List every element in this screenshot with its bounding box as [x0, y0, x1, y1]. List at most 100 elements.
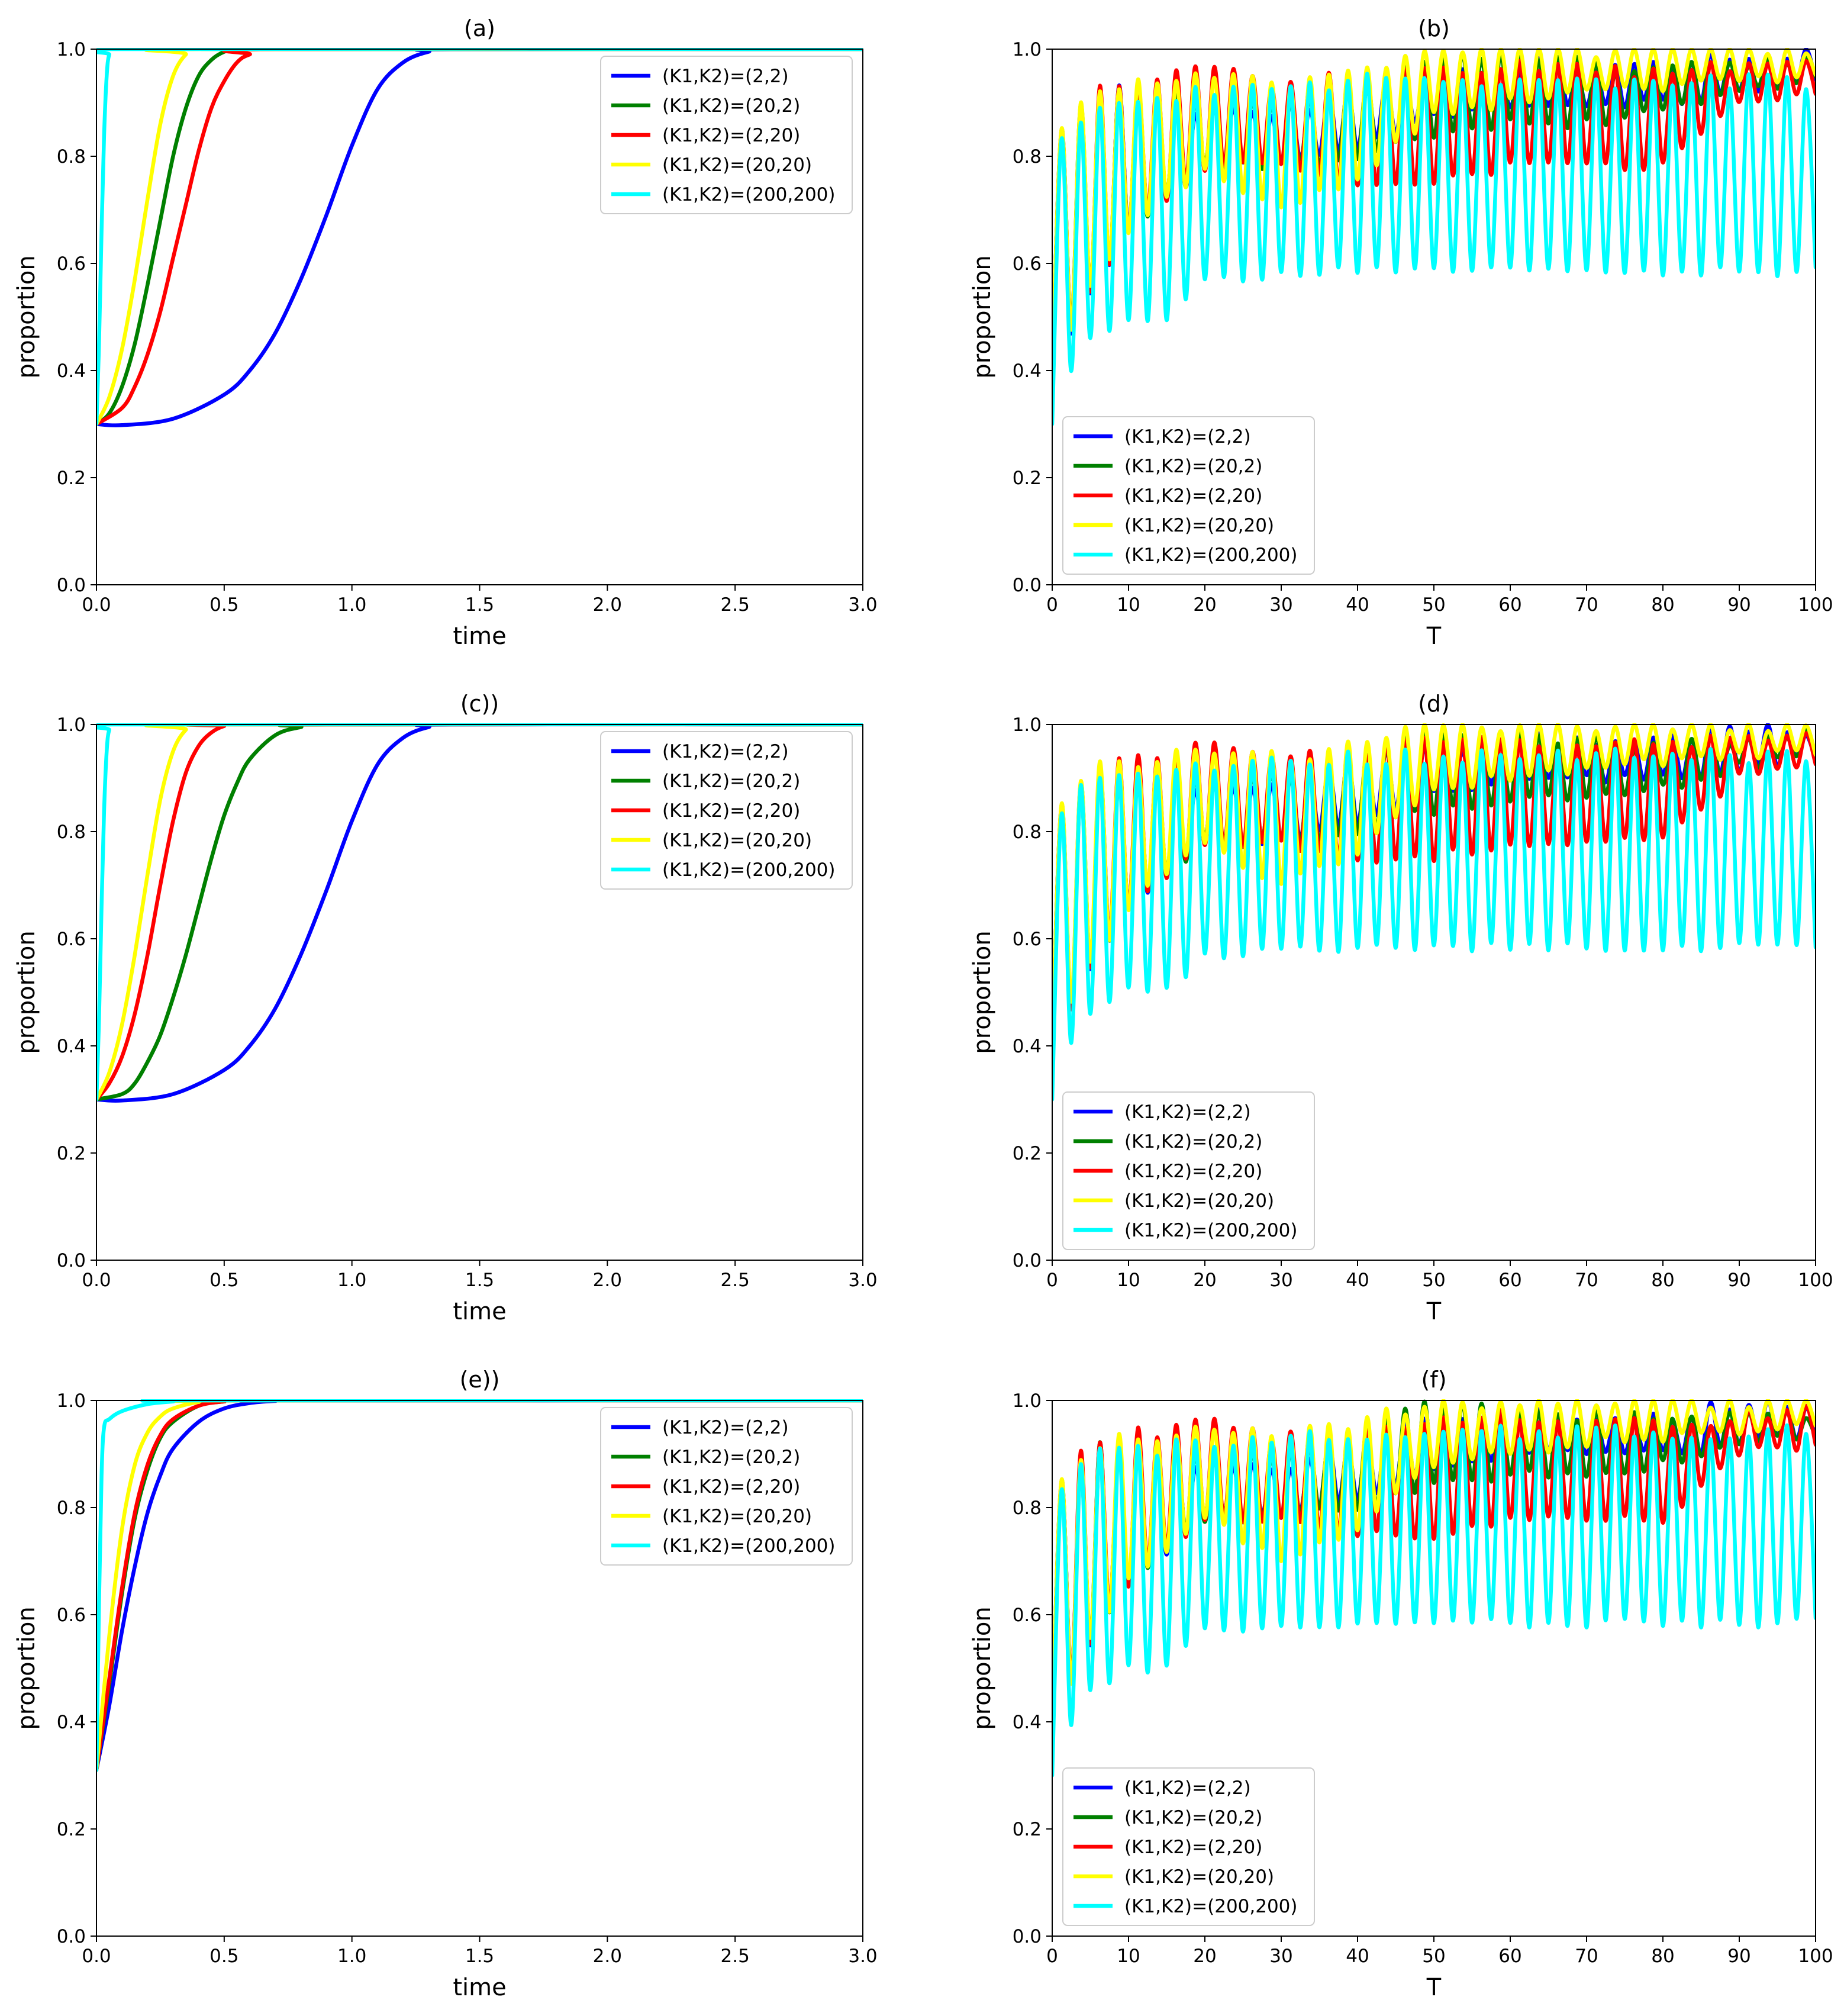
x-tick-label: 40 — [1346, 1270, 1369, 1291]
y-tick-label: 0.0 — [57, 1250, 86, 1271]
x-tick-label: 1.0 — [337, 1270, 366, 1291]
series-line-1 — [1052, 727, 1816, 1048]
legend-box — [600, 56, 853, 214]
y-tick-label: 0.2 — [1013, 1819, 1042, 1840]
x-tick-label: 3.0 — [848, 594, 877, 616]
y-tick-label: 0.0 — [57, 575, 86, 596]
x-tick-label: 50 — [1422, 594, 1445, 616]
x-tick-label: 60 — [1498, 1270, 1521, 1291]
y-tick-label: 0.6 — [1013, 1605, 1042, 1626]
y-tick-label: 0.2 — [57, 1819, 86, 1840]
x-tick-label: 80 — [1651, 1270, 1674, 1291]
y-tick-label: 1.0 — [57, 39, 86, 60]
panel-d: (d) 0 10 20 30 40 50 60 70 80 90 100 0.0 0.2 0.4 0.6 0.8… — [969, 691, 1833, 1325]
series-line-4 — [1052, 72, 1816, 426]
x-tick-label: 0.0 — [82, 1946, 111, 1967]
panel-title: (f) — [1421, 1367, 1446, 1393]
y-tick-label: 0.8 — [57, 146, 86, 168]
x-tick-label: 10 — [1117, 1270, 1140, 1291]
legend-label: (K1,K2)=(200,200) — [662, 1535, 836, 1557]
legend-label: (K1,K2)=(20,2) — [1124, 1807, 1262, 1828]
y-tick-label: 0.2 — [57, 1143, 86, 1164]
panel-title: (a) — [464, 15, 495, 41]
panel-c: (c)) 0.0 0.5 1.0 1.5 2.0 2.5 3.0 0.0 0.2 0.4 0.6 0.8… — [13, 691, 878, 1325]
y-tick-label: 0.6 — [1013, 253, 1042, 275]
legend-label: (K1,K2)=(200,200) — [1124, 545, 1298, 566]
y-axis-label: proportion — [969, 1606, 996, 1730]
x-tick-label: 1.0 — [337, 1946, 366, 1967]
y-tick-label: 0.4 — [57, 1712, 86, 1733]
y-tick-label: 0.2 — [1013, 468, 1042, 489]
y-tick-label: 0.8 — [1013, 146, 1042, 168]
plot-area — [1052, 1399, 1816, 1777]
x-tick-label: 70 — [1575, 1270, 1598, 1291]
x-tick-label: 2.5 — [721, 594, 750, 616]
y-tick-label: 0.6 — [1013, 929, 1042, 950]
y-tick-label: 0.4 — [1013, 360, 1042, 382]
panel-f: (f) 0 10 20 30 40 50 60 70 80 90 100 0.0 0.2 0.4 0.6 0.8… — [969, 1367, 1833, 2001]
x-tick-label: 2.5 — [721, 1946, 750, 1967]
y-tick-label: 0.4 — [1013, 1036, 1042, 1057]
legend-label: (K1,K2)=(200,200) — [662, 184, 836, 205]
legend-label: (K1,K2)=(20,2) — [1124, 456, 1262, 477]
legend-label: (K1,K2)=(20,2) — [1124, 1131, 1262, 1152]
y-tick-label: 0.2 — [57, 468, 86, 489]
x-tick-label: 60 — [1498, 1946, 1521, 1967]
x-axis-label: T — [1426, 1298, 1442, 1325]
legend-label: (K1,K2)=(2,2) — [1124, 1777, 1251, 1799]
panel-title: (c)) — [460, 691, 499, 717]
x-tick-label: 2.5 — [721, 1270, 750, 1291]
x-tick-label: 90 — [1727, 594, 1750, 616]
series-line-1 — [1052, 50, 1816, 373]
legend-label: (K1,K2)=(2,20) — [1124, 1837, 1262, 1858]
x-tick-label: 10 — [1117, 1946, 1140, 1967]
series-line-0 — [1052, 1399, 1816, 1724]
y-tick-label: 1.0 — [1013, 39, 1042, 60]
x-tick-label: 0 — [1046, 594, 1058, 616]
y-axis-label: proportion — [13, 930, 40, 1054]
legend-label: (K1,K2)=(2,20) — [1124, 1161, 1262, 1182]
y-tick-label: 0.6 — [57, 253, 86, 275]
y-tick-label: 0.0 — [1013, 1926, 1042, 1947]
legend-label: (K1,K2)=(200,200) — [662, 859, 836, 881]
y-tick-label: 1.0 — [57, 714, 86, 736]
x-tick-label: 0.5 — [209, 1946, 238, 1967]
legend: (K1,K2)=(2,2) (K1,K2)=(20,2) (K1,K2)=(2,20… — [600, 56, 853, 214]
x-tick-label: 2.0 — [593, 1270, 622, 1291]
x-tick-label: 100 — [1798, 1270, 1833, 1291]
panel-b: (b) 0 10 20 30 40 50 60 70 80 90 100 0.0 0.2 0.4 0.6 0.8… — [969, 15, 1833, 650]
legend-label: (K1,K2)=(2,20) — [662, 125, 800, 146]
x-tick-label: 50 — [1422, 1946, 1445, 1967]
x-tick-label: 90 — [1727, 1270, 1750, 1291]
y-tick-label: 1.0 — [1013, 714, 1042, 736]
legend-label: (K1,K2)=(200,200) — [1124, 1896, 1298, 1917]
y-tick-label: 0.4 — [1013, 1712, 1042, 1733]
legend-box — [1062, 1767, 1315, 1926]
x-tick-label: 40 — [1346, 594, 1369, 616]
y-axis-label: proportion — [13, 255, 40, 378]
panel-a: (a) 0.0 0.5 1.0 1.5 2.0 2.5 3.0 0.0 0.2 0.4 0.6 0.8 1… — [13, 15, 878, 650]
legend-label: (K1,K2)=(20,2) — [662, 1447, 800, 1468]
legend-label: (K1,K2)=(20,2) — [662, 771, 800, 792]
legend-box — [600, 1407, 853, 1566]
x-tick-label: 30 — [1269, 1946, 1292, 1967]
legend-label: (K1,K2)=(20,20) — [662, 1506, 812, 1527]
y-tick-label: 0.4 — [57, 360, 86, 382]
x-tick-label: 20 — [1193, 594, 1216, 616]
x-axis-label: time — [453, 623, 506, 650]
legend-label: (K1,K2)=(200,200) — [1124, 1220, 1298, 1241]
legend-label: (K1,K2)=(2,20) — [662, 1476, 800, 1497]
x-tick-label: 1.5 — [465, 1946, 494, 1967]
series-line-4 — [1052, 746, 1816, 1102]
x-tick-label: 70 — [1575, 1946, 1598, 1967]
x-tick-label: 0 — [1046, 1270, 1058, 1291]
x-axis-label: time — [453, 1298, 506, 1325]
x-tick-label: 80 — [1651, 1946, 1674, 1967]
plot-area — [1052, 48, 1816, 426]
y-tick-label: 0.8 — [57, 1497, 86, 1519]
x-tick-label: 0 — [1046, 1946, 1058, 1967]
panel-e: (e)) 0.0 0.5 1.0 1.5 2.0 2.5 3.0 0.0 0.2 0.4 0.6 0.8… — [13, 1367, 878, 2001]
legend-label: (K1,K2)=(20,20) — [1124, 1190, 1274, 1212]
legend: (K1,K2)=(2,2) (K1,K2)=(20,2) (K1,K2)=(2,20… — [600, 731, 853, 890]
